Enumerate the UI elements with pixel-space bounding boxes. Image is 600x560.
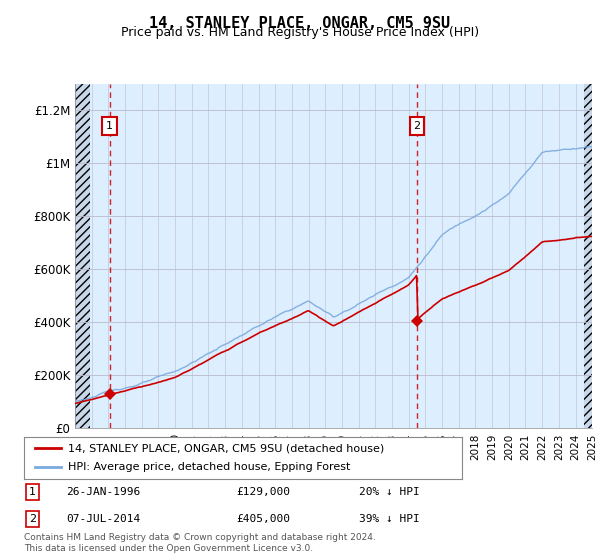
Text: 39% ↓ HPI: 39% ↓ HPI [359,514,419,524]
Text: 1: 1 [106,122,113,132]
Text: 26-JAN-1996: 26-JAN-1996 [66,487,140,497]
Text: 1: 1 [29,487,36,497]
Bar [584,84,592,428]
Bar [75,84,90,428]
Text: HPI: Average price, detached house, Epping Forest: HPI: Average price, detached house, Eppi… [68,463,350,473]
Text: 07-JUL-2014: 07-JUL-2014 [66,514,140,524]
Text: 2: 2 [29,514,36,524]
Text: 20% ↓ HPI: 20% ↓ HPI [359,487,419,497]
Text: Price paid vs. HM Land Registry's House Price Index (HPI): Price paid vs. HM Land Registry's House … [121,26,479,39]
Text: Contains HM Land Registry data © Crown copyright and database right 2024.
This d: Contains HM Land Registry data © Crown c… [24,533,376,553]
Text: 2: 2 [413,122,421,132]
Text: 14, STANLEY PLACE, ONGAR, CM5 9SU (detached house): 14, STANLEY PLACE, ONGAR, CM5 9SU (detac… [68,443,384,453]
Text: £405,000: £405,000 [236,514,290,524]
Text: 14, STANLEY PLACE, ONGAR, CM5 9SU: 14, STANLEY PLACE, ONGAR, CM5 9SU [149,16,451,31]
Text: £129,000: £129,000 [236,487,290,497]
